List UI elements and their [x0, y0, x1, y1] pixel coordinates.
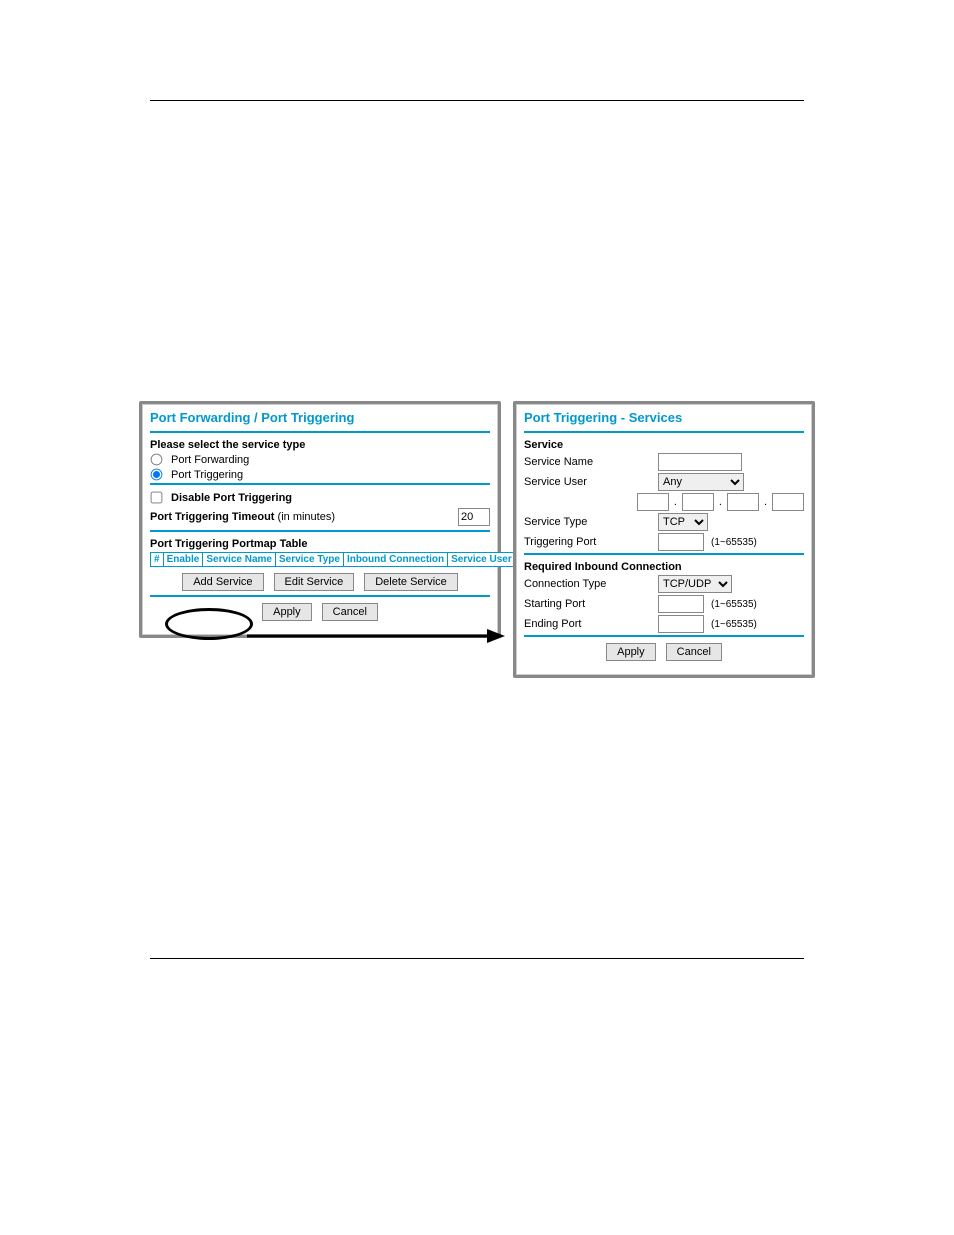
- triggering-port-range: (1~65535): [711, 537, 757, 548]
- triggering-port-input[interactable]: [658, 533, 704, 551]
- col-service-name: Service Name: [203, 553, 276, 567]
- divider: [150, 483, 490, 485]
- ending-port-range: (1~65535): [711, 619, 757, 630]
- divider: [150, 595, 490, 597]
- ip-dot: .: [674, 496, 677, 508]
- service-user-row: Service User Any: [524, 473, 804, 491]
- service-name-input[interactable]: [658, 453, 742, 471]
- add-service-button[interactable]: Add Service: [182, 573, 263, 591]
- divider: [524, 635, 804, 637]
- service-buttons-row: Add Service Edit Service Delete Service: [150, 573, 490, 591]
- divider: [150, 431, 490, 433]
- apply-button-right[interactable]: Apply: [606, 643, 656, 661]
- port-forwarding-radio[interactable]: [151, 454, 163, 466]
- port-triggering-radio[interactable]: [151, 469, 163, 481]
- service-type-label: Service Type: [524, 516, 654, 528]
- bottom-divider: [150, 958, 804, 959]
- radio-row-forwarding: Port Forwarding: [150, 453, 490, 466]
- service-name-label: Service Name: [524, 456, 654, 468]
- apply-cancel-row: Apply Cancel: [150, 603, 490, 621]
- port-triggering-services-panel: Port Triggering - Services Service Servi…: [513, 401, 815, 678]
- disable-triggering-checkbox[interactable]: [151, 492, 163, 504]
- col-enable: Enable: [163, 553, 203, 567]
- timeout-unit: (in minutes): [278, 511, 335, 523]
- service-type-select[interactable]: TCP: [658, 513, 708, 531]
- cancel-button-left[interactable]: Cancel: [322, 603, 378, 621]
- ending-port-row: Ending Port (1~65535): [524, 615, 804, 633]
- disable-triggering-label: Disable Port Triggering: [171, 492, 292, 504]
- divider: [524, 553, 804, 555]
- col-hash: #: [151, 553, 164, 567]
- edit-service-button[interactable]: Edit Service: [274, 573, 355, 591]
- radio-row-triggering: Port Triggering: [150, 468, 490, 481]
- timeout-input[interactable]: [458, 508, 490, 526]
- divider: [150, 530, 490, 532]
- timeout-label: Port Triggering Timeout: [150, 511, 274, 523]
- starting-port-row: Starting Port (1~65535): [524, 595, 804, 613]
- starting-port-range: (1~65535): [711, 599, 757, 610]
- service-name-row: Service Name: [524, 453, 804, 471]
- service-type-row: Service Type TCP: [524, 513, 804, 531]
- ip-seg-2[interactable]: [682, 493, 714, 511]
- ip-seg-3[interactable]: [727, 493, 759, 511]
- port-forwarding-panel: Port Forwarding / Port Triggering Please…: [139, 401, 501, 638]
- figure-container: Port Forwarding / Port Triggering Please…: [150, 401, 804, 678]
- ip-dot: .: [719, 496, 722, 508]
- service-heading: Service: [524, 439, 804, 451]
- col-inbound: Inbound Connection: [343, 553, 447, 567]
- ip-seg-4[interactable]: [772, 493, 804, 511]
- col-service-user: Service User: [448, 553, 516, 567]
- ip-dot: .: [764, 496, 767, 508]
- ending-port-input[interactable]: [658, 615, 704, 633]
- left-panel-title: Port Forwarding / Port Triggering: [150, 408, 490, 429]
- arrow-icon: [247, 629, 507, 649]
- timeout-row: Port Triggering Timeout (in minutes): [150, 508, 490, 526]
- divider: [524, 431, 804, 433]
- select-service-prompt: Please select the service type: [150, 439, 490, 451]
- apply-cancel-row-right: Apply Cancel: [524, 643, 804, 661]
- connection-type-label: Connection Type: [524, 578, 654, 590]
- top-divider: [150, 100, 804, 101]
- service-user-label: Service User: [524, 476, 654, 488]
- connection-type-row: Connection Type TCP/UDP: [524, 575, 804, 593]
- portmap-table: # Enable Service Name Service Type Inbou…: [150, 552, 516, 567]
- cancel-button-right[interactable]: Cancel: [666, 643, 722, 661]
- triggering-port-label: Triggering Port: [524, 536, 654, 548]
- ip-seg-1[interactable]: [637, 493, 669, 511]
- starting-port-label: Starting Port: [524, 598, 654, 610]
- col-service-type: Service Type: [275, 553, 343, 567]
- triggering-port-row: Triggering Port (1~65535): [524, 533, 804, 551]
- starting-port-input[interactable]: [658, 595, 704, 613]
- apply-button-left[interactable]: Apply: [262, 603, 312, 621]
- port-forwarding-label: Port Forwarding: [171, 454, 249, 466]
- connection-type-select[interactable]: TCP/UDP: [658, 575, 732, 593]
- portmap-heading: Port Triggering Portmap Table: [150, 538, 490, 550]
- service-user-select[interactable]: Any: [658, 473, 744, 491]
- port-triggering-label: Port Triggering: [171, 469, 243, 481]
- disable-row: Disable Port Triggering: [150, 491, 490, 504]
- ip-row: . . .: [524, 493, 804, 511]
- required-inbound-heading: Required Inbound Connection: [524, 561, 804, 573]
- right-panel-title: Port Triggering - Services: [524, 408, 804, 429]
- delete-service-button[interactable]: Delete Service: [364, 573, 458, 591]
- timeout-label-group: Port Triggering Timeout (in minutes): [150, 511, 335, 523]
- ending-port-label: Ending Port: [524, 618, 654, 630]
